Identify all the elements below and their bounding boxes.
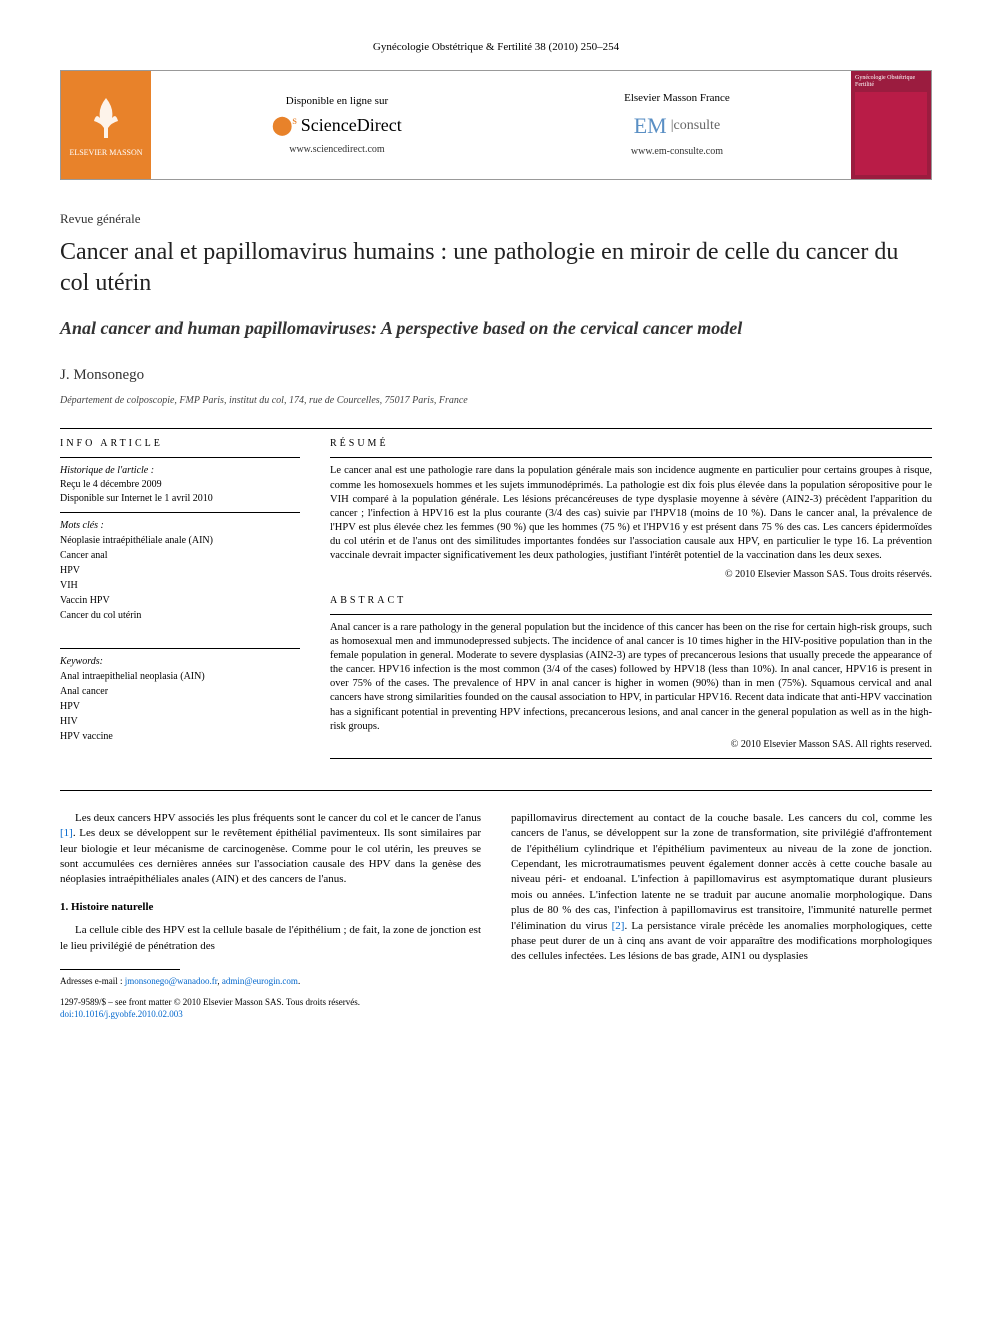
email-link[interactable]: admin@eurogin.com bbox=[222, 976, 298, 986]
abstract-label: ABSTRACT bbox=[330, 594, 932, 608]
keyword-item: Vaccin HPV bbox=[60, 593, 300, 608]
divider bbox=[60, 512, 300, 513]
divider bbox=[60, 457, 300, 458]
doi-link[interactable]: doi:10.1016/j.gyobfe.2010.02.003 bbox=[60, 1009, 183, 1019]
resume-copyright: © 2010 Elsevier Masson SAS. Tous droits … bbox=[330, 568, 932, 582]
section-heading: 1. Histoire naturelle bbox=[60, 900, 481, 915]
divider bbox=[60, 428, 932, 429]
keywords-label: Keywords: bbox=[60, 655, 300, 669]
sciencedirect-icon: ⬤S bbox=[272, 113, 297, 138]
article-type: Revue générale bbox=[60, 210, 932, 228]
service-brand-text: |consulte bbox=[671, 116, 720, 136]
keyword-item: Anal cancer bbox=[60, 684, 300, 699]
author-affiliation: Département de colposcopie, FMP Paris, i… bbox=[60, 394, 932, 408]
service-sciencedirect: Disponible en ligne sur ⬤S ScienceDirect… bbox=[272, 94, 402, 157]
divider bbox=[60, 648, 300, 649]
article-subtitle: Anal cancer and human papillomaviruses: … bbox=[60, 317, 932, 340]
cover-title: Gynécologie Obstétrique Fertilité bbox=[855, 75, 927, 88]
journal-cover-thumbnail: Gynécologie Obstétrique Fertilité bbox=[851, 71, 931, 179]
abstract-copyright: © 2010 Elsevier Masson SAS. All rights r… bbox=[330, 738, 932, 752]
history-online: Disponible sur Internet le 1 avril 2010 bbox=[60, 492, 300, 506]
email-label: Adresses e-mail : bbox=[60, 976, 122, 986]
service-url[interactable]: www.em-consulte.com bbox=[624, 145, 730, 159]
email-link[interactable]: jmonsonego@wanadoo.fr bbox=[125, 976, 218, 986]
body-left-column: Les deux cancers HPV associés les plus f… bbox=[60, 811, 481, 1021]
publisher-name: ELSEVIER MASSON bbox=[69, 147, 142, 158]
cover-body bbox=[855, 92, 927, 176]
service-url[interactable]: www.sciencedirect.com bbox=[272, 143, 402, 157]
text-run: Les deux cancers HPV associés les plus f… bbox=[75, 812, 481, 824]
service-brand[interactable]: ⬤S ScienceDirect bbox=[272, 113, 402, 138]
history-received: Reçu le 4 décembre 2009 bbox=[60, 478, 300, 492]
service-available-text: Elsevier Masson France bbox=[624, 91, 730, 106]
divider bbox=[330, 614, 932, 615]
history-label: Historique de l'article : bbox=[60, 464, 300, 478]
resume-label: RÉSUMÉ bbox=[330, 437, 932, 451]
abstract-text: Anal cancer is a rare pathology in the g… bbox=[330, 621, 932, 734]
keyword-item: HPV bbox=[60, 563, 300, 578]
body-right-column: papillomavirus directement au contact de… bbox=[511, 811, 932, 1021]
divider bbox=[330, 457, 932, 458]
abstract-column: RÉSUMÉ Le cancer anal est une pathologie… bbox=[330, 437, 932, 765]
header-services: Disponible en ligne sur ⬤S ScienceDirect… bbox=[151, 71, 851, 179]
emconsulte-icon: EM bbox=[634, 111, 667, 142]
copyright-footnote: 1297-9589/$ – see front matter © 2010 El… bbox=[60, 996, 481, 1009]
reference-link[interactable]: [1] bbox=[60, 827, 73, 839]
body-text: Les deux cancers HPV associés les plus f… bbox=[60, 811, 932, 1021]
author-name: J. Monsonego bbox=[60, 365, 932, 386]
keyword-item: HPV vaccine bbox=[60, 729, 300, 744]
service-brand[interactable]: EM|consulte bbox=[624, 111, 730, 142]
service-available-text: Disponible en ligne sur bbox=[272, 94, 402, 109]
email-footnote: Adresses e-mail : jmonsonego@wanadoo.fr,… bbox=[60, 975, 481, 988]
mots-cles-label: Mots clés : bbox=[60, 519, 300, 533]
doi-footnote: doi:10.1016/j.gyobfe.2010.02.003 bbox=[60, 1008, 481, 1021]
keyword-item: Anal intraepithelial neoplasia (AIN) bbox=[60, 669, 300, 684]
footnote-divider bbox=[60, 969, 180, 970]
keyword-item: Cancer anal bbox=[60, 548, 300, 563]
service-emconsulte: Elsevier Masson France EM|consulte www.e… bbox=[624, 91, 730, 159]
publisher-logo: ELSEVIER MASSON bbox=[61, 71, 151, 179]
body-paragraph: papillomavirus directement au contact de… bbox=[511, 811, 932, 965]
header-banner: ELSEVIER MASSON Disponible en ligne sur … bbox=[60, 70, 932, 180]
body-paragraph: La cellule cible des HPV est la cellule … bbox=[60, 923, 481, 954]
keyword-item: VIH bbox=[60, 578, 300, 593]
resume-text: Le cancer anal est une pathologie rare d… bbox=[330, 464, 932, 563]
keyword-item: HPV bbox=[60, 699, 300, 714]
info-article-label: INFO ARTICLE bbox=[60, 437, 300, 451]
keyword-item: Cancer du col utérin bbox=[60, 608, 300, 623]
text-run: . Les deux se développent sur le revêtem… bbox=[60, 827, 481, 885]
reference-link[interactable]: [2] bbox=[612, 920, 625, 932]
divider bbox=[330, 758, 932, 759]
article-info-column: INFO ARTICLE Historique de l'article : R… bbox=[60, 437, 300, 765]
divider bbox=[60, 790, 932, 791]
info-abstract-block: INFO ARTICLE Historique de l'article : R… bbox=[60, 437, 932, 765]
article-title: Cancer anal et papillomavirus humains : … bbox=[60, 237, 932, 299]
body-paragraph: Les deux cancers HPV associés les plus f… bbox=[60, 811, 481, 888]
keyword-item: Néoplasie intraépithéliale anale (AIN) bbox=[60, 533, 300, 548]
mots-cles-list: Néoplasie intraépithéliale anale (AIN) C… bbox=[60, 533, 300, 623]
keyword-item: HIV bbox=[60, 714, 300, 729]
service-brand-text: ScienceDirect bbox=[301, 113, 402, 138]
keywords-list: Anal intraepithelial neoplasia (AIN) Ana… bbox=[60, 669, 300, 744]
text-run: papillomavirus directement au contact de… bbox=[511, 812, 932, 932]
elsevier-tree-icon bbox=[86, 93, 126, 143]
journal-citation: Gynécologie Obstétrique & Fertilité 38 (… bbox=[60, 40, 932, 55]
